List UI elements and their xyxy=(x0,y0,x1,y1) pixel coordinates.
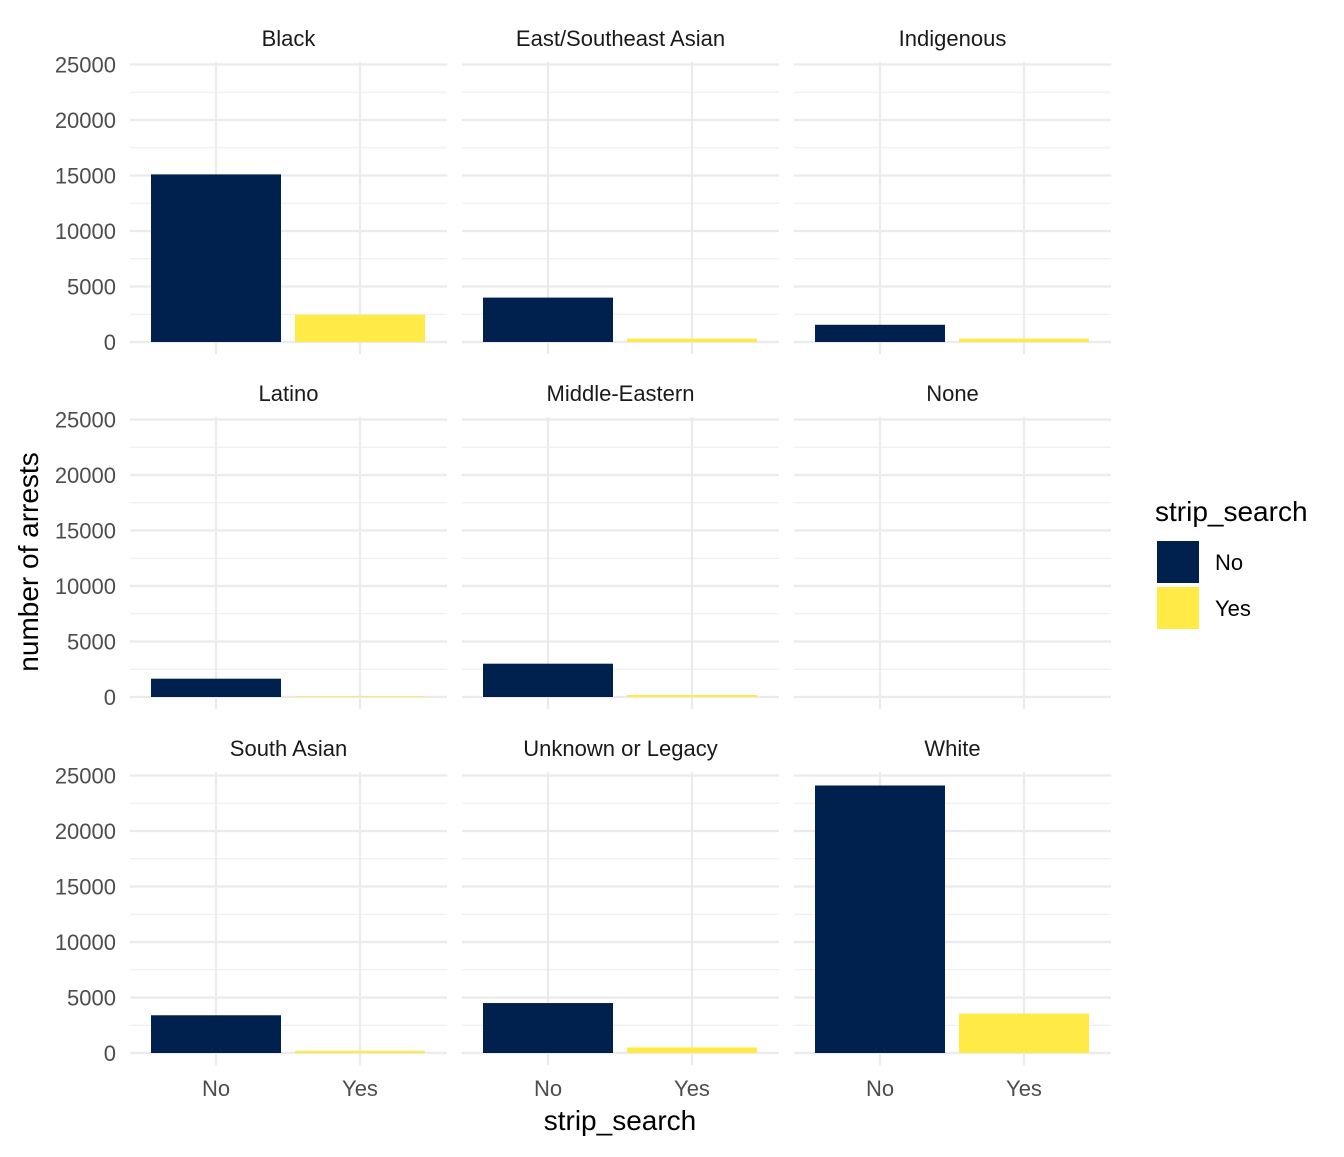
facet-title: Unknown or Legacy xyxy=(523,736,717,761)
y-tick-label: 0 xyxy=(104,685,116,710)
bar-yes xyxy=(295,314,425,342)
legend-title: strip_search xyxy=(1155,496,1308,527)
bar-no xyxy=(151,1015,281,1053)
bar-no xyxy=(483,297,613,342)
bar-no xyxy=(151,678,281,697)
facet-title: None xyxy=(926,381,979,406)
facet-title: Indigenous xyxy=(899,26,1007,51)
y-tick-label: 25000 xyxy=(55,764,116,789)
y-tick-label: 25000 xyxy=(55,53,116,78)
y-tick-label: 15000 xyxy=(55,519,116,544)
bar-no xyxy=(151,174,281,342)
x-tick-label: Yes xyxy=(674,1076,710,1101)
y-tick-label: 25000 xyxy=(55,408,116,433)
bar-yes xyxy=(627,338,757,342)
y-tick-label: 20000 xyxy=(55,463,116,488)
bar-no xyxy=(483,1003,613,1053)
y-tick-label: 0 xyxy=(104,1041,116,1066)
y-tick-label: 5000 xyxy=(67,986,116,1011)
x-tick-label: Yes xyxy=(342,1076,378,1101)
y-tick-label: 20000 xyxy=(55,819,116,844)
x-tick-label: No xyxy=(866,1076,894,1101)
y-tick-label: 15000 xyxy=(55,875,116,900)
facet-title: White xyxy=(924,736,980,761)
y-tick-label: 20000 xyxy=(55,108,116,133)
x-tick-label: Yes xyxy=(1006,1076,1042,1101)
x-tick-label: No xyxy=(202,1076,230,1101)
y-tick-label: 5000 xyxy=(67,275,116,300)
bar-no xyxy=(483,663,613,697)
x-tick-label: No xyxy=(534,1076,562,1101)
bar-yes xyxy=(627,1047,757,1053)
y-tick-label: 10000 xyxy=(55,930,116,955)
legend-label: No xyxy=(1215,550,1243,575)
y-axis-title: number of arrests xyxy=(13,452,44,671)
bar-yes xyxy=(959,338,1089,342)
x-axis-title: strip_search xyxy=(544,1105,697,1136)
y-tick-label: 5000 xyxy=(67,630,116,655)
bar-yes xyxy=(295,1050,425,1053)
bar-yes xyxy=(627,695,757,697)
facet-title: Latino xyxy=(259,381,319,406)
y-tick-label: 10000 xyxy=(55,219,116,244)
bar-no xyxy=(815,785,945,1053)
bar-no xyxy=(815,324,945,342)
y-tick-label: 0 xyxy=(104,330,116,355)
legend-key-yes xyxy=(1157,587,1199,629)
legend-key-no xyxy=(1157,541,1199,583)
facet-title: South Asian xyxy=(230,736,347,761)
legend-label: Yes xyxy=(1215,596,1251,621)
y-tick-label: 15000 xyxy=(55,164,116,189)
y-tick-label: 10000 xyxy=(55,574,116,599)
facet-title: Middle-Eastern xyxy=(547,381,695,406)
bar-yes xyxy=(295,696,425,697)
facet-title: East/Southeast Asian xyxy=(516,26,725,51)
bar-yes xyxy=(959,1013,1089,1053)
facet-title: Black xyxy=(262,26,317,51)
